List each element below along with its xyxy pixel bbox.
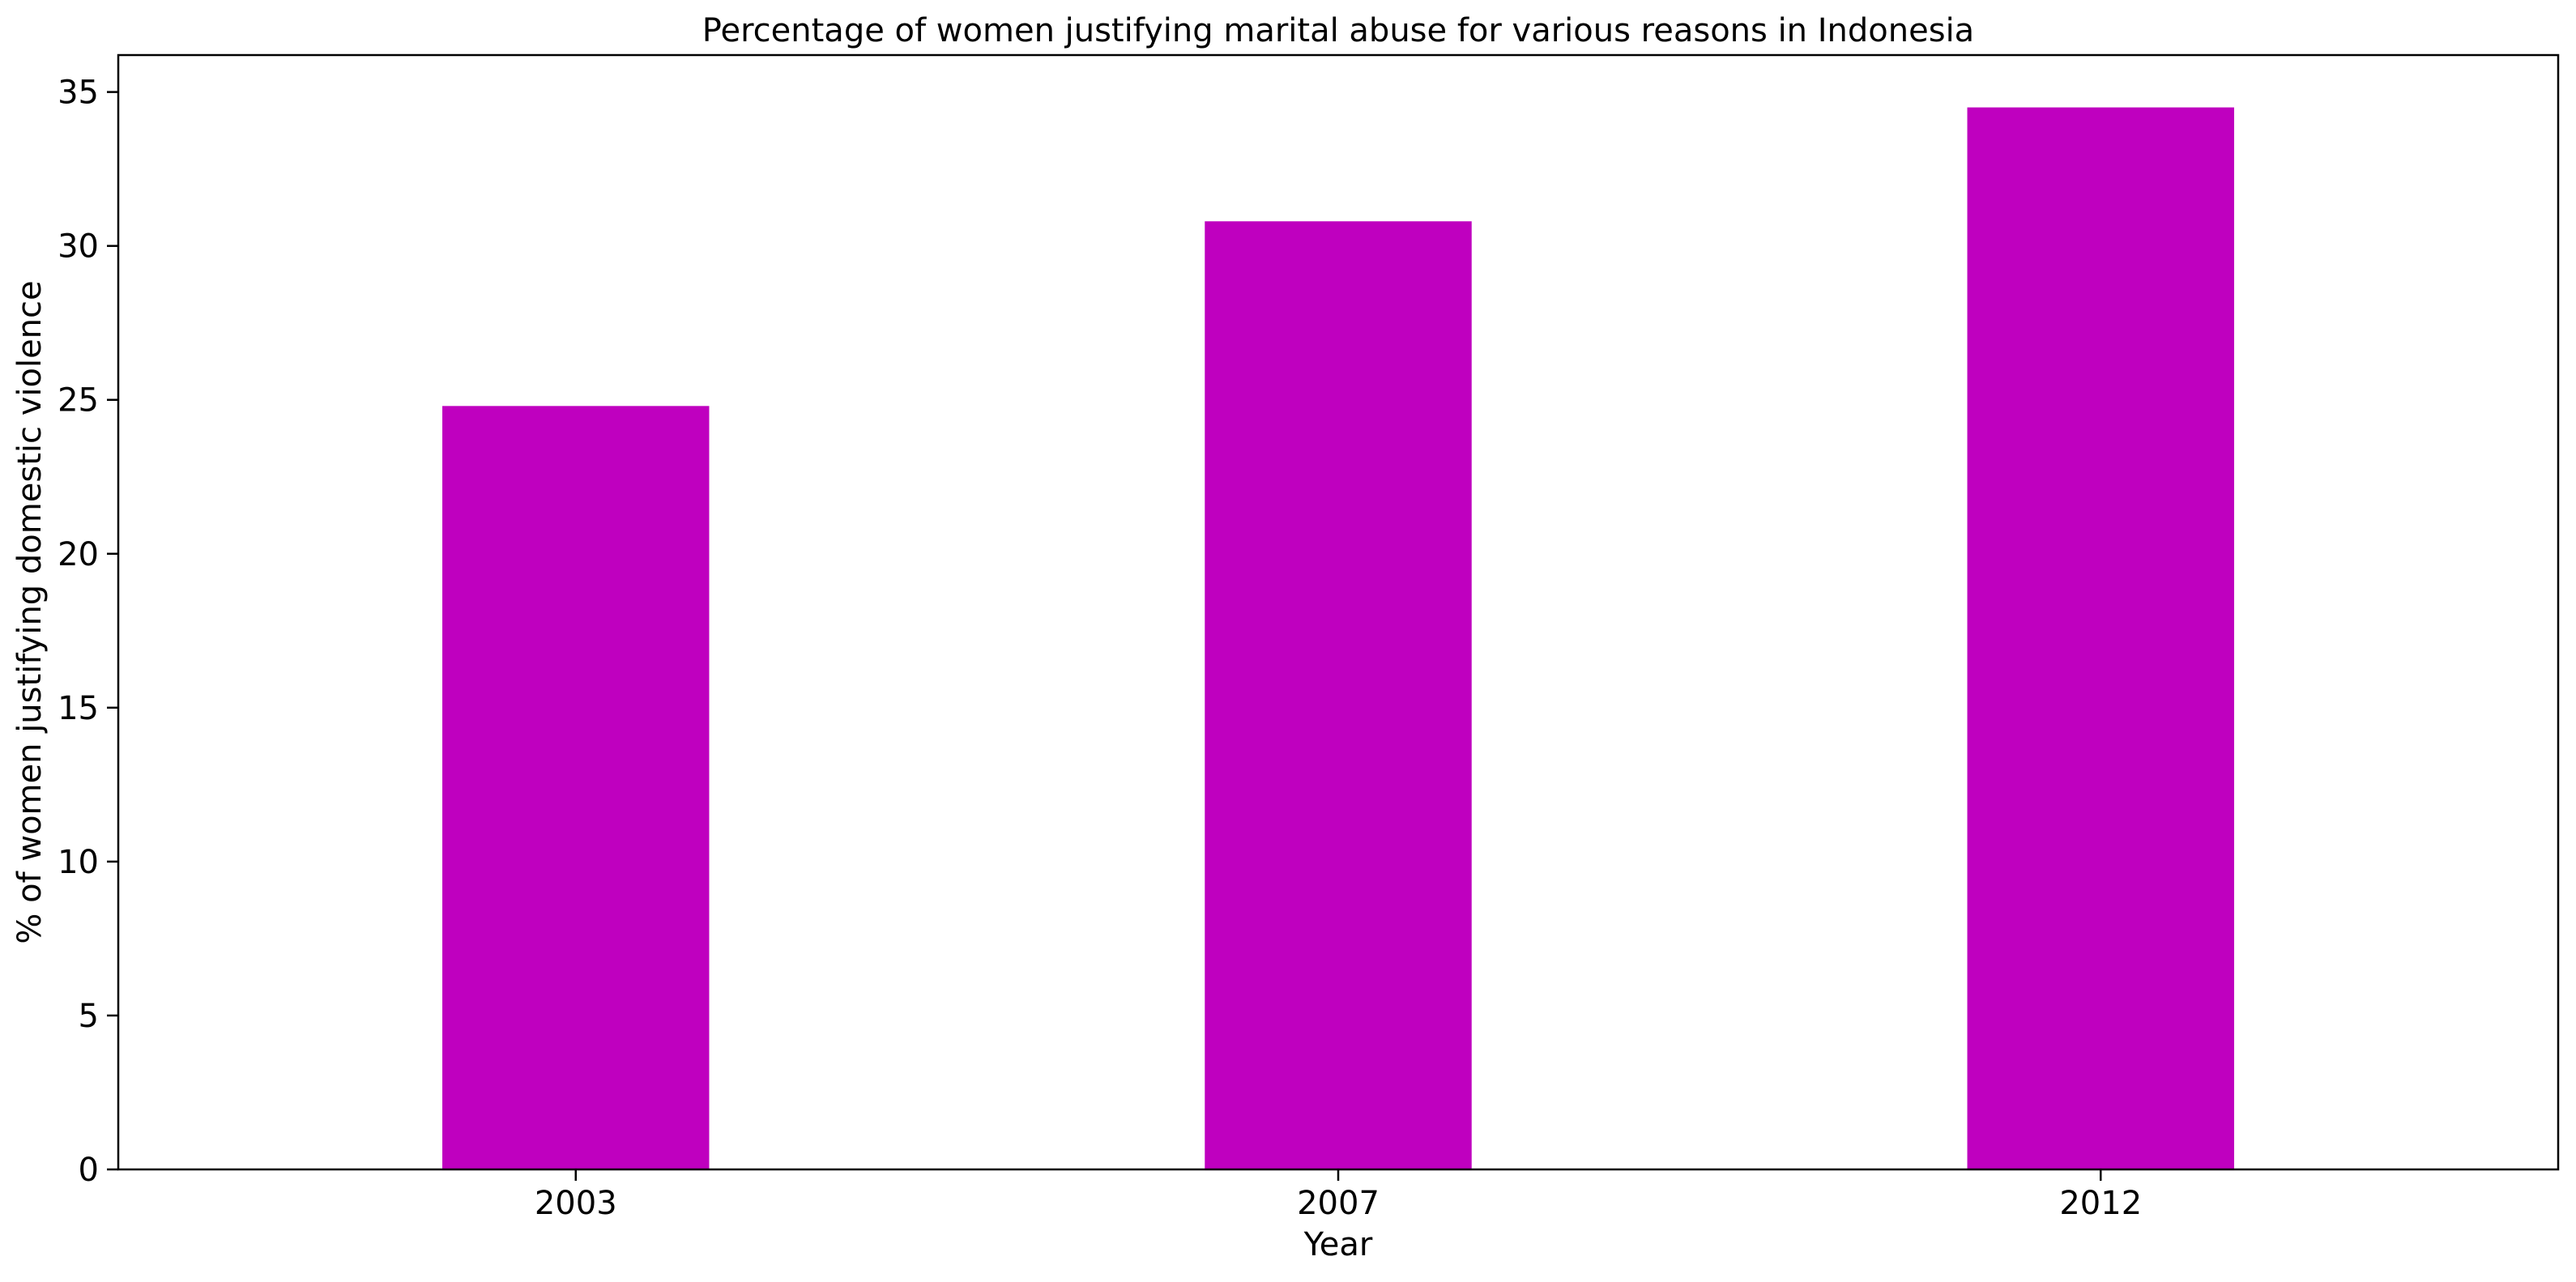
chart-title: Percentage of women justifying marital a… [702, 12, 1974, 49]
x-axis-label: Year [1303, 1226, 1373, 1263]
y-tick-label: 25 [58, 382, 99, 420]
y-tick-label: 30 [58, 228, 99, 266]
bar-2012 [1967, 107, 2234, 1170]
x-axis: 2003 2007 2012 [535, 1169, 2142, 1222]
y-tick-label: 5 [79, 998, 99, 1035]
bar-2007 [1205, 221, 1472, 1170]
y-tick-label: 0 [79, 1152, 99, 1189]
bars-layer [442, 107, 2234, 1170]
y-tick-label: 10 [58, 844, 99, 881]
x-tick-label: 2012 [2059, 1185, 2142, 1222]
y-tick-label: 15 [58, 690, 99, 727]
x-tick-label: 2003 [535, 1185, 617, 1222]
bar-2003 [442, 406, 710, 1170]
y-axis: 0 5 10 15 20 25 30 35 [58, 75, 118, 1189]
y-axis-label: % of women justifying domestic violence [11, 280, 49, 943]
y-tick-label: 20 [58, 536, 99, 573]
x-tick-label: 2007 [1297, 1185, 1380, 1222]
y-tick-label: 35 [58, 75, 99, 112]
